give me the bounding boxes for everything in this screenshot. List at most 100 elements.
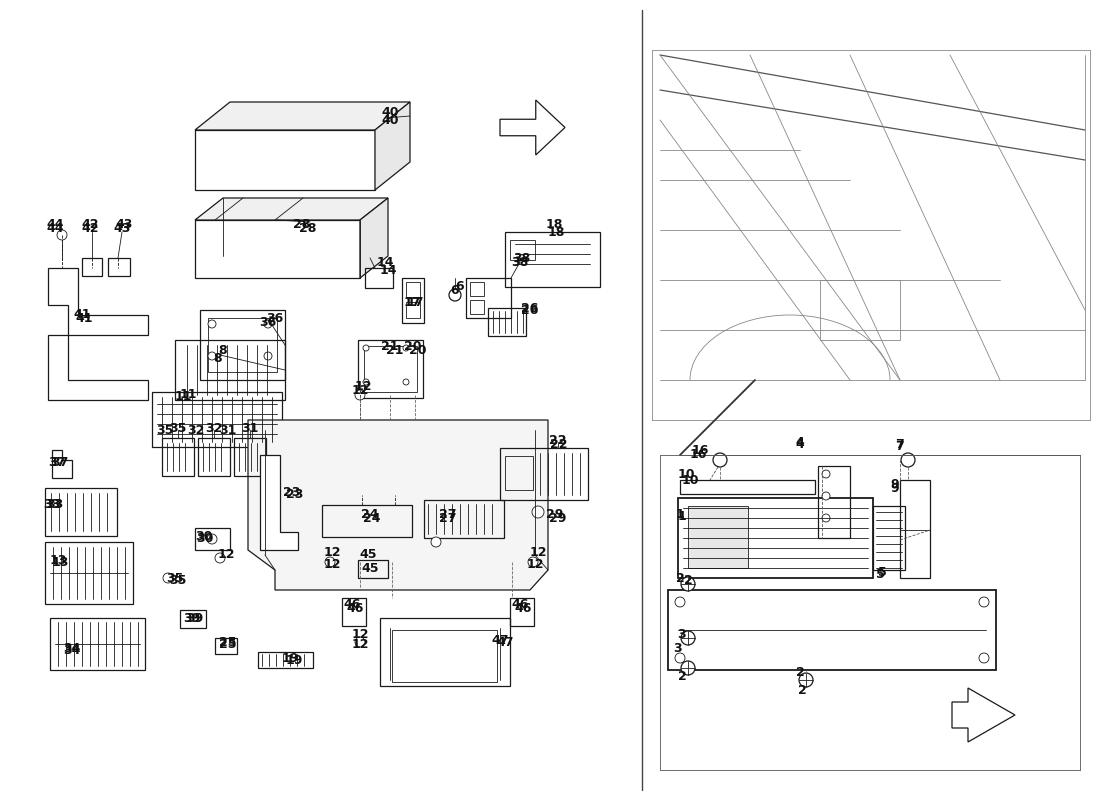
Text: 34: 34 [64, 642, 80, 654]
Text: 28: 28 [294, 218, 310, 230]
Text: 32: 32 [187, 423, 205, 437]
Bar [820, 280, 900, 340]
Text: 22: 22 [549, 434, 566, 446]
Bar [900, 480, 930, 578]
Circle shape [675, 653, 685, 663]
Bar [688, 506, 748, 568]
Polygon shape [48, 335, 148, 400]
Circle shape [163, 573, 173, 583]
Polygon shape [360, 198, 388, 278]
Text: 12: 12 [323, 546, 341, 559]
Text: 36: 36 [260, 315, 276, 329]
Bar [424, 500, 504, 538]
Circle shape [713, 453, 727, 467]
Text: 2: 2 [678, 670, 686, 682]
Bar [678, 498, 873, 578]
Text: 42: 42 [81, 218, 99, 231]
Circle shape [979, 653, 989, 663]
Circle shape [979, 597, 989, 607]
Text: 45: 45 [360, 549, 376, 562]
Text: 7: 7 [895, 441, 904, 454]
Circle shape [264, 352, 272, 360]
Bar [470, 300, 484, 314]
Bar [668, 590, 996, 670]
Text: 27: 27 [439, 511, 456, 525]
Text: 26: 26 [521, 302, 539, 314]
Text: 8: 8 [219, 345, 228, 358]
Polygon shape [195, 198, 388, 220]
Text: 7: 7 [895, 438, 904, 451]
Text: 3: 3 [678, 629, 686, 642]
Circle shape [532, 506, 544, 518]
Polygon shape [500, 100, 565, 155]
Polygon shape [48, 268, 148, 335]
Bar [470, 282, 484, 296]
Text: 17: 17 [406, 295, 424, 309]
Text: 46: 46 [512, 598, 529, 611]
Text: 12: 12 [351, 627, 369, 641]
Text: 28: 28 [299, 222, 317, 234]
Text: 23: 23 [286, 489, 304, 502]
Text: 40: 40 [382, 106, 398, 118]
Text: 47: 47 [492, 634, 508, 646]
Circle shape [57, 230, 67, 240]
Bar [180, 610, 206, 628]
Text: 12: 12 [323, 558, 341, 571]
Text: 6: 6 [451, 283, 460, 297]
Text: 32: 32 [206, 422, 222, 434]
Text: 46: 46 [343, 598, 361, 611]
Circle shape [403, 379, 409, 385]
Text: 18: 18 [546, 218, 563, 231]
Text: 11: 11 [179, 389, 197, 402]
Text: 46: 46 [515, 602, 531, 614]
Text: 1: 1 [675, 509, 684, 522]
Text: 27: 27 [439, 509, 456, 522]
Bar [510, 598, 534, 626]
Circle shape [822, 492, 830, 500]
Text: 47: 47 [496, 635, 514, 649]
Bar [82, 258, 102, 276]
Text: 31: 31 [241, 422, 258, 434]
Text: 1: 1 [678, 510, 686, 522]
Text: 25: 25 [219, 638, 236, 651]
Text: 20: 20 [405, 339, 421, 353]
Text: 12: 12 [529, 546, 547, 559]
Bar [505, 456, 534, 490]
Text: 2: 2 [683, 574, 692, 586]
Circle shape [363, 379, 368, 385]
Text: 17: 17 [404, 295, 420, 309]
Bar [342, 598, 366, 626]
Text: 16: 16 [691, 443, 708, 457]
Text: 4: 4 [795, 438, 804, 451]
Text: 41: 41 [75, 311, 92, 325]
Bar [208, 318, 277, 372]
Text: 43: 43 [116, 218, 133, 231]
Text: 43: 43 [113, 222, 131, 234]
Text: 38: 38 [512, 255, 529, 269]
Text: 33: 33 [46, 498, 64, 511]
Polygon shape [195, 102, 410, 130]
Text: 39: 39 [186, 611, 204, 625]
Text: 35: 35 [169, 574, 187, 586]
Circle shape [681, 631, 695, 645]
Text: 46: 46 [346, 602, 364, 614]
Bar [365, 268, 393, 288]
Circle shape [264, 320, 272, 328]
Text: 33: 33 [43, 498, 60, 510]
Circle shape [355, 390, 365, 400]
Text: 37: 37 [52, 455, 68, 469]
Text: 4: 4 [795, 435, 804, 449]
Text: 37: 37 [48, 455, 66, 469]
Bar [152, 392, 282, 447]
Bar [364, 346, 417, 392]
Text: 25: 25 [219, 635, 236, 649]
Bar [500, 448, 588, 500]
Text: 44: 44 [46, 222, 64, 234]
Bar [466, 278, 512, 318]
Text: 9: 9 [891, 482, 900, 494]
Circle shape [324, 557, 336, 567]
Text: 21: 21 [382, 339, 398, 353]
Text: 35: 35 [166, 571, 184, 585]
Bar [680, 480, 815, 494]
Text: 10: 10 [681, 474, 698, 486]
